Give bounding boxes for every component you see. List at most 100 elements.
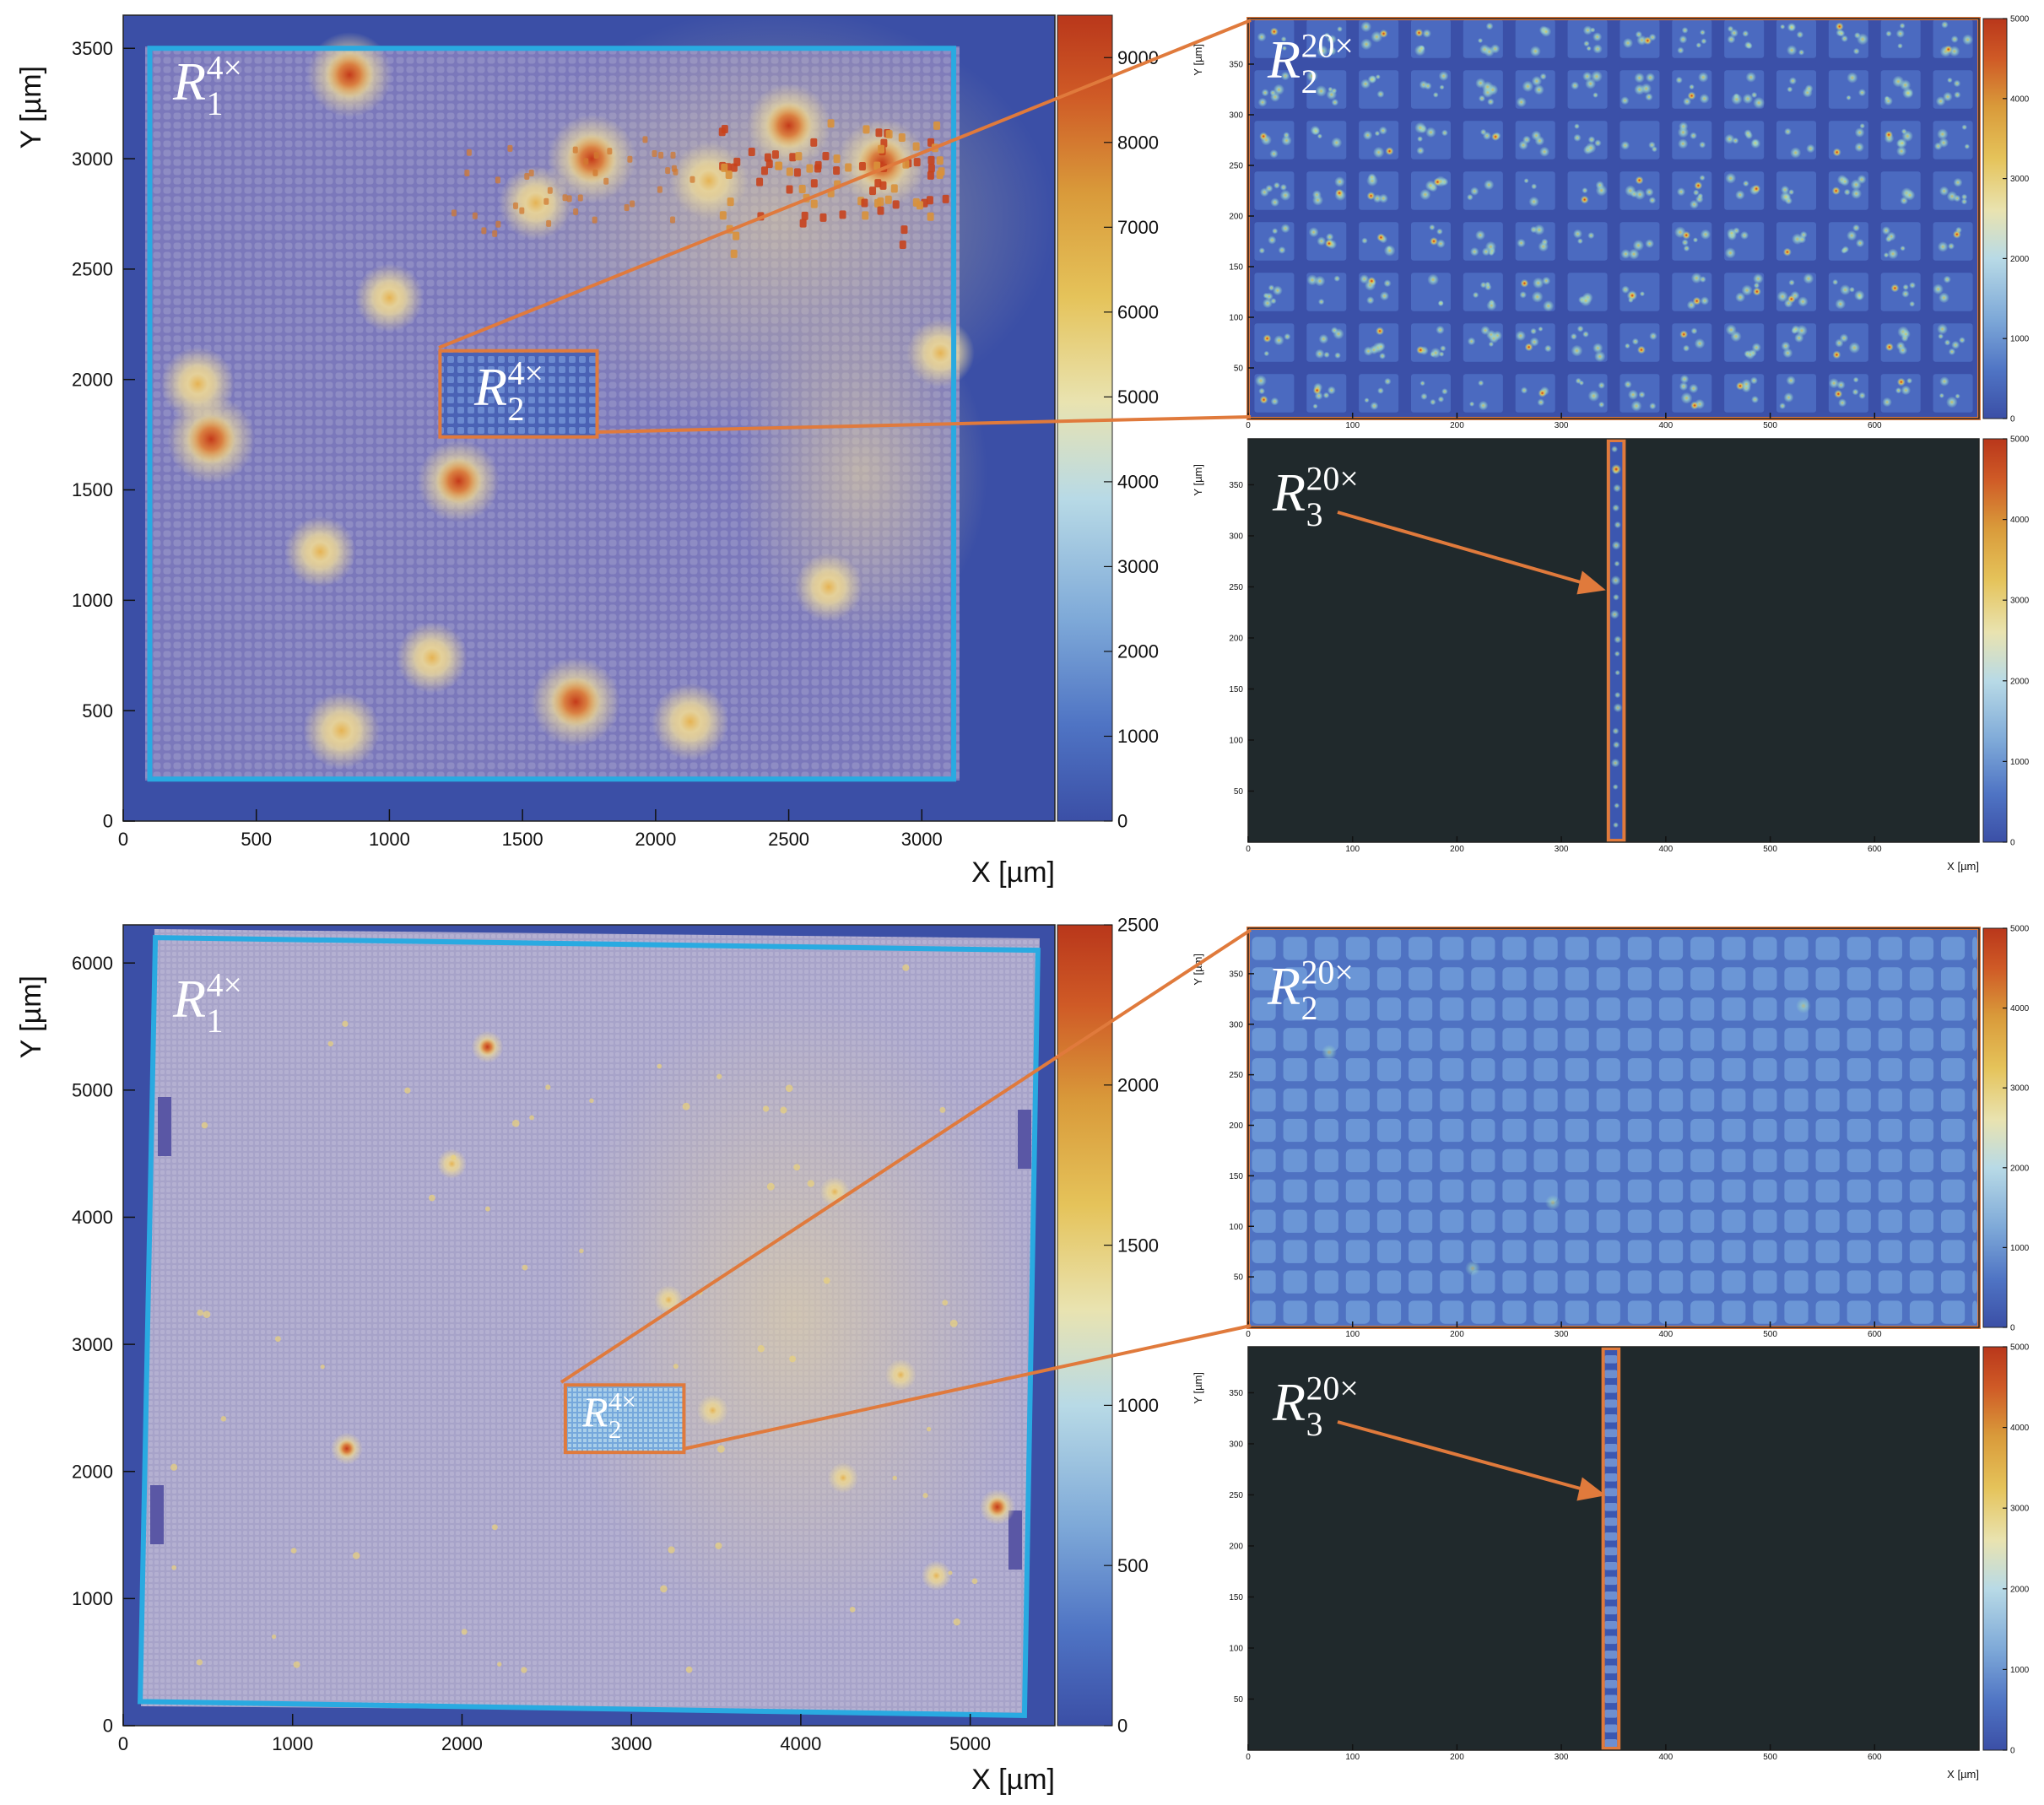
region-label-mag: 20× xyxy=(1306,461,1359,498)
cell-hit xyxy=(1422,29,1431,38)
cell-hit xyxy=(1631,338,1639,345)
colorbar-tick-label: 3000 xyxy=(2010,1505,2030,1514)
cell-hit xyxy=(1731,93,1743,105)
cell-hit xyxy=(1699,175,1706,181)
y-tick-label: 2000 xyxy=(72,1461,113,1482)
cell-hit xyxy=(1700,296,1710,305)
pixel-cell xyxy=(1533,1240,1558,1263)
cell-hit xyxy=(1620,140,1630,150)
cell-hit xyxy=(1540,26,1552,37)
pixel-cell xyxy=(1471,1118,1495,1143)
hot-pixel xyxy=(900,225,908,235)
cell-hit xyxy=(1420,392,1428,401)
pixel-cell xyxy=(1722,1057,1746,1082)
pixel-cell xyxy=(1596,1240,1620,1263)
cell-hit xyxy=(1625,185,1636,197)
cell-hit xyxy=(1306,274,1318,286)
cell-hotspot xyxy=(1376,233,1386,242)
strip-hit xyxy=(1610,575,1621,586)
pixel-cell xyxy=(1878,1057,1902,1082)
colorbar-bottom-20x-r2: 0 1000 2000 3000 4000 5000 xyxy=(1982,925,2030,1333)
pixel-cell xyxy=(1596,997,1620,1021)
bright-dot xyxy=(762,1105,770,1112)
cell-hit xyxy=(1522,80,1534,93)
strip-hit xyxy=(1614,691,1621,699)
cell-hit xyxy=(1953,177,1963,187)
pixel-cell xyxy=(1463,222,1503,261)
pixel-cell xyxy=(1409,997,1433,1021)
pixel-cell xyxy=(1596,1179,1620,1202)
cell-hit xyxy=(1787,86,1793,93)
cell-hit xyxy=(1753,273,1764,284)
cell-hit xyxy=(1699,29,1706,35)
cell-hotspot xyxy=(1832,148,1841,157)
pixel-cell xyxy=(1940,1028,1966,1051)
cell-hit xyxy=(1964,143,1971,149)
cell-hit xyxy=(1270,197,1280,208)
hot-pixel xyxy=(670,216,676,224)
strip-hit xyxy=(1614,560,1620,567)
pixel-cell xyxy=(1515,374,1555,413)
pixel-cell xyxy=(1776,70,1817,109)
pixel-cell xyxy=(1345,1148,1371,1173)
bright-dot xyxy=(807,1180,814,1187)
pixel-cell xyxy=(1502,1270,1527,1294)
hot-pixel xyxy=(942,194,949,203)
colorbar-tick-label: 4000 xyxy=(2010,1004,2030,1013)
region-label: R xyxy=(1272,462,1306,522)
cell-hit xyxy=(1840,176,1850,186)
hotspot xyxy=(567,134,617,184)
cell-hit xyxy=(1630,400,1642,412)
y-tick-label: 6000 xyxy=(72,953,113,974)
annotations: R 14×R 24×R 220×R 320×R 14×R 24×R 220×R 320× xyxy=(172,28,1359,1444)
pixel-cell xyxy=(1972,997,1977,1021)
bright-dot xyxy=(668,1546,675,1554)
hot-pixel xyxy=(786,167,793,176)
hot-pixel xyxy=(607,148,613,155)
hot-pixel xyxy=(495,220,501,228)
pixel-cell xyxy=(1471,1240,1495,1263)
pixel-cell xyxy=(1940,1118,1966,1143)
region-label-sub: 2 xyxy=(508,391,525,428)
cell-hit xyxy=(1573,133,1582,142)
colorbar-tick-label: 1000 xyxy=(1117,1395,1159,1416)
strip-cell xyxy=(1604,1710,1618,1718)
pixel-cell xyxy=(1533,1300,1558,1324)
strip-cell xyxy=(1604,1621,1618,1629)
pixel-cell xyxy=(1533,1088,1558,1112)
colorbar-tick-label: 2000 xyxy=(1117,1075,1159,1096)
colorbar-tick-label: 3000 xyxy=(2010,175,2030,184)
hot-pixel xyxy=(902,159,910,169)
pixel-cell xyxy=(1533,997,1558,1021)
hot-pixel xyxy=(603,177,609,185)
x-tick-label: 500 xyxy=(1763,1753,1777,1762)
pixel-cell xyxy=(1784,1240,1809,1263)
x-tick-label: 0 xyxy=(1246,421,1251,430)
pixel-cell xyxy=(1471,1028,1495,1051)
pixel-cell xyxy=(1565,997,1589,1021)
cell-hit xyxy=(1649,403,1657,410)
pixel-cell xyxy=(1690,967,1715,991)
pixel-cell xyxy=(1690,1240,1715,1263)
pixel-cell xyxy=(1596,1057,1620,1082)
pixel-cell xyxy=(1972,1179,1977,1202)
pixel-cell xyxy=(1815,1300,1840,1324)
hotspot xyxy=(921,333,960,372)
cell-grid xyxy=(1252,937,1977,1324)
cell-hit xyxy=(1627,389,1639,400)
cell-hit xyxy=(1418,45,1425,52)
x-axis-label: X [µm] xyxy=(1947,1768,1979,1781)
pixel-cell xyxy=(1753,1118,1777,1143)
pixel-cell xyxy=(1909,1270,1934,1294)
y-tick-label: 3000 xyxy=(72,1334,113,1355)
cell-hit xyxy=(1962,34,1974,46)
edge-marker xyxy=(150,1485,164,1544)
strip-hit xyxy=(1611,446,1619,453)
cell-hit xyxy=(1847,72,1858,84)
colorbar-tick-label: 3000 xyxy=(2010,597,2030,606)
pixel-cell xyxy=(1878,937,1902,960)
bottom-20x-r2-panel: 0 100 200 300 400 500 60050100150200250300350Y… xyxy=(1192,927,1981,1339)
bright-dot xyxy=(511,1119,520,1127)
pixel-cell xyxy=(1658,1118,1684,1143)
pixel-cell xyxy=(1376,1028,1402,1051)
